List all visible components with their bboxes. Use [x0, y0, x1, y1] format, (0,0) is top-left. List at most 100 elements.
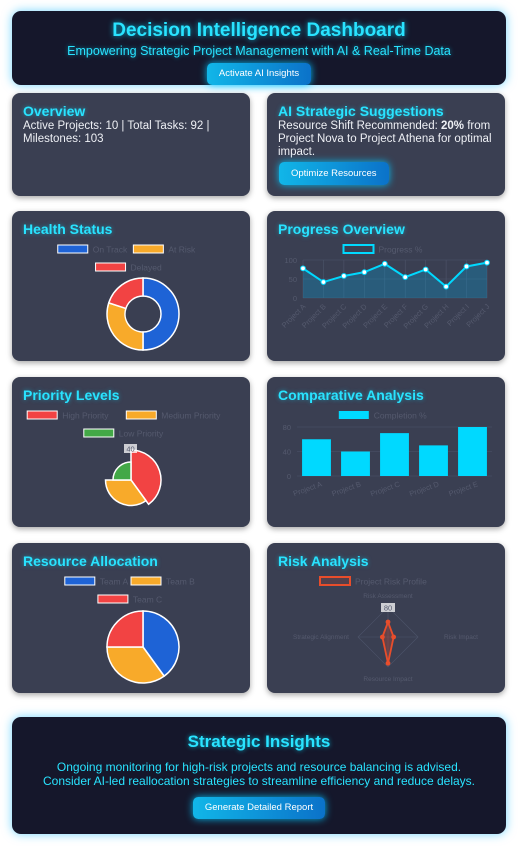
legend-label-team-a: Team A — [100, 577, 129, 587]
page-title: Decision Intelligence Dashboard — [112, 20, 406, 41]
legend-label-low-priority: Low Priority — [119, 429, 164, 439]
bar-project-e — [458, 427, 487, 476]
x-tick-label-project-d: Project D — [408, 479, 441, 498]
risk-analysis-card: Risk Analysis Project Risk Profile 80 Risk… — [267, 543, 505, 693]
legend-swatch-team-a — [64, 576, 96, 586]
legend-label-completion: Completion % — [374, 411, 427, 421]
legend-swatch-risk-profile — [319, 576, 351, 586]
resource-allocation-card: Resource Allocation Team A Team B Team C — [12, 543, 250, 693]
strategic-insights-title: Strategic Insights — [187, 732, 331, 751]
dashboard-header: Decision Intelligence Dashboard Empoweri… — [12, 11, 506, 85]
priority-levels-title: Priority Levels — [23, 387, 120, 403]
legend-label-at-risk: At Risk — [168, 245, 196, 255]
slice-medium-priority — [104, 479, 148, 507]
polar-tick-label: 40 — [126, 445, 134, 454]
progress-area — [303, 262, 487, 298]
radar-axis-label-resource-impact: Resource Impact — [363, 676, 412, 683]
progress-point-project-b — [320, 279, 327, 285]
activate-ai-insights-button[interactable]: Activate AI Insights — [206, 63, 312, 85]
progress-point-project-f — [402, 274, 409, 280]
radar-grid — [357, 606, 419, 668]
y-tick-label: 50 — [289, 275, 297, 284]
slice-on-track — [142, 277, 180, 351]
progress-point-project-g — [422, 266, 429, 273]
legend-swatch-medium-priority — [125, 410, 157, 420]
risk-analysis-title: Risk Analysis — [278, 553, 369, 569]
slice-team-a — [142, 610, 180, 678]
radar-axis-label-risk-impact: Risk Impact — [444, 634, 478, 641]
legend-label-on-track: On Track — [93, 245, 128, 255]
legend-swatch-progress — [342, 244, 375, 254]
overview-stats: Active Projects: 10 | Total Tasks: 92 | … — [23, 120, 210, 145]
risk-radar-chart: Project Risk Profile 80 Risk Assessment Ris… — [293, 576, 478, 683]
y-tick-label: 80 — [283, 423, 291, 432]
progress-point-project-j — [484, 259, 490, 266]
suggestion-percent: 20% — [441, 120, 465, 132]
resource-pie-chart: Team A Team B Team C — [64, 576, 195, 684]
y-tick-label: 0 — [293, 294, 297, 303]
x-tick-label-project-b: Project B — [331, 479, 363, 498]
progress-point-project-c — [340, 273, 347, 279]
priority-polar-chart: High Priority Medium Priority Low Priority… — [26, 410, 221, 507]
slice-low-priority — [112, 461, 132, 481]
risk-point-strategic-alignment — [379, 634, 385, 640]
legend-swatch-delayed — [95, 262, 127, 272]
risk-point-risk-impact — [391, 634, 397, 640]
bar-project-b — [341, 451, 370, 476]
progress-point-project-d — [361, 269, 368, 276]
legend-swatch-on-track — [57, 244, 89, 254]
health-status-card: Health Status On Track At Risk Delayed — [12, 211, 250, 361]
radar-tick-backdrop — [381, 603, 395, 612]
health-status-chart: On Track At Risk Delayed — [57, 244, 196, 351]
ai-suggestions-text: Resource Shift Recommended: 20% from Pro… — [278, 120, 492, 158]
bar-project-d — [419, 445, 448, 476]
bar-project-c — [380, 433, 409, 476]
legend-swatch-team-b — [130, 576, 162, 586]
legend-label-team-b: Team B — [166, 577, 195, 587]
legend-label-progress: Progress % — [379, 245, 423, 255]
slice-team-b — [106, 646, 166, 684]
overview-card: Overview Active Projects: 10 | Total Tas… — [12, 93, 250, 196]
slice-high-priority — [130, 449, 162, 506]
legend-swatch-high-priority — [26, 410, 58, 420]
radar-axis-label-risk-assessment: Risk Assessment — [363, 593, 413, 600]
x-tick-label-project-c: Project C — [369, 479, 402, 498]
generate-report-button[interactable]: Generate Detailed Report — [192, 797, 326, 819]
ai-suggestions-card: AI Strategic Suggestions Resource Shift … — [267, 93, 505, 196]
x-tick-label-project-e: Project E — [448, 479, 480, 498]
y-tick-label: 0 — [287, 472, 291, 481]
progress-point-project-a — [300, 265, 306, 272]
slice-at-risk — [106, 301, 144, 351]
progress-line — [302, 261, 488, 288]
strategic-insights-panel: Strategic Insights Ongoing monitoring fo… — [12, 717, 506, 834]
legend-label-medium-priority: Medium Priority — [161, 411, 221, 421]
page-subtitle: Empowering Strategic Project Management … — [67, 44, 451, 58]
legend-swatch-at-risk — [132, 244, 164, 254]
x-tick-label-project-a: Project A — [292, 479, 323, 498]
ai-suggestions-title: AI Strategic Suggestions — [278, 103, 444, 119]
progress-overview-card: Progress Overview Progress % 100 50 0 Projec… — [267, 211, 505, 361]
radar-axis-label-strategic-alignment: Strategic Alignment — [293, 634, 349, 641]
legend-swatch-team-c — [97, 594, 129, 604]
progress-point-project-e — [381, 260, 388, 267]
resource-allocation-title: Resource Allocation — [23, 553, 158, 569]
y-tick-label: 40 — [283, 448, 291, 457]
legend-label-risk-profile: Project Risk Profile — [355, 577, 427, 587]
optimize-resources-button[interactable]: Optimize Resources — [279, 162, 389, 185]
health-status-title: Health Status — [23, 221, 113, 237]
risk-profile-area — [381, 619, 395, 664]
progress-point-project-i — [463, 263, 470, 270]
slice-delayed — [107, 277, 144, 310]
overview-title: Overview — [23, 103, 86, 119]
polar-tick-backdrop — [124, 444, 137, 453]
legend-label-high-priority: High Priority — [62, 411, 109, 421]
y-tick-label: 100 — [284, 256, 297, 265]
radar-tick-label: 80 — [384, 604, 392, 613]
progress-point-project-h — [443, 283, 450, 290]
slice-team-c — [106, 610, 144, 648]
risk-point-resource-impact — [385, 660, 391, 666]
comparative-analysis-card: Comparative Analysis Completion % 80 40 0 Pr… — [267, 377, 505, 527]
comparative-analysis-title: Comparative Analysis — [278, 387, 424, 403]
